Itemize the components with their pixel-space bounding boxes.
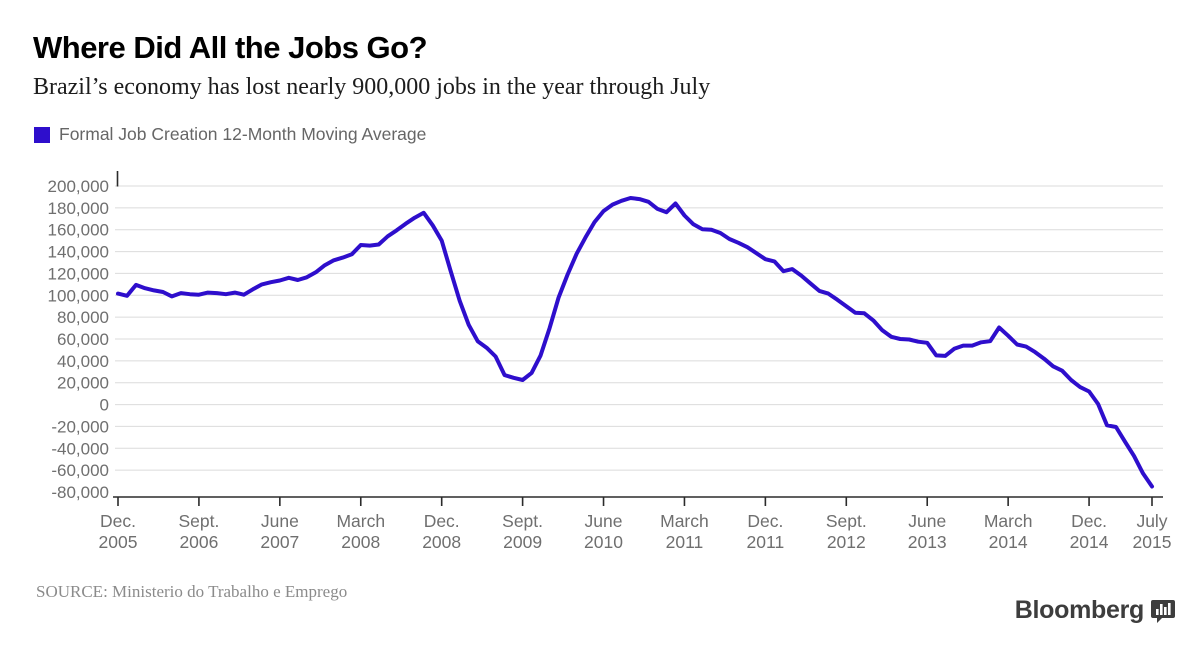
x-axis-tick-label-year: 2014 xyxy=(989,532,1028,552)
x-axis-tick-label: June xyxy=(908,511,946,531)
x-axis-tick-label-year: 2013 xyxy=(908,532,947,552)
x-axis-tick-label: March xyxy=(336,511,385,531)
x-axis-tick-label: Dec. xyxy=(100,511,136,531)
y-axis-tick-label: 200,000 xyxy=(48,177,109,196)
x-axis-tick-label: July xyxy=(1136,511,1167,531)
y-axis-tick-label: 60,000 xyxy=(57,330,109,349)
y-axis-tick-label: 20,000 xyxy=(57,374,109,393)
y-axis-tick-label: -60,000 xyxy=(51,461,109,480)
bloomberg-logo-text: Bloomberg xyxy=(1014,596,1145,624)
x-axis-tick-label-year: 2015 xyxy=(1133,532,1172,552)
x-axis-tick-label-year: 2008 xyxy=(422,532,461,552)
x-axis-tick-label: Sept. xyxy=(826,511,867,531)
page-subtitle: Brazil’s economy has lost nearly 900,000… xyxy=(33,74,711,100)
x-axis-tick-label: June xyxy=(585,511,623,531)
bloomberg-logo: Bloomberg xyxy=(1015,596,1176,625)
x-axis-tick-label-year: 2012 xyxy=(827,532,866,552)
y-axis-tick-label: -40,000 xyxy=(51,439,109,458)
x-axis-tick-label-year: 2014 xyxy=(1070,532,1109,552)
x-axis-tick-label: March xyxy=(660,511,709,531)
legend: Formal Job Creation 12-Month Moving Aver… xyxy=(34,124,426,145)
y-axis-tick-label: 160,000 xyxy=(48,221,109,240)
x-axis-tick-label: Sept. xyxy=(178,511,219,531)
x-axis-tick-label-year: 2007 xyxy=(260,532,299,552)
y-axis-tick-label: 140,000 xyxy=(48,243,109,262)
y-axis-tick-label: 120,000 xyxy=(48,264,109,283)
legend-swatch-icon xyxy=(34,126,50,143)
source-text: SOURCE: Ministerio do Trabalho e Emprego xyxy=(36,582,348,601)
y-axis-tick-label: 100,000 xyxy=(48,286,109,305)
x-axis-tick-label: March xyxy=(984,511,1033,531)
y-axis-tick-label: 80,000 xyxy=(57,308,109,327)
y-axis-tick-label: 0 xyxy=(100,396,109,415)
x-axis-tick-label-year: 2005 xyxy=(99,532,138,552)
x-axis-tick-label-year: 2011 xyxy=(666,532,704,552)
x-axis-tick-label: June xyxy=(261,511,299,531)
legend-label: Formal Job Creation 12-Month Moving Aver… xyxy=(59,124,427,144)
x-axis-tick-label-year: 2010 xyxy=(584,532,623,552)
y-axis-tick-label: -80,000 xyxy=(51,483,109,502)
x-axis-tick-label: Dec. xyxy=(1071,511,1107,531)
y-axis-tick-label: 180,000 xyxy=(48,199,109,218)
x-axis-tick-label-year: 2009 xyxy=(503,532,542,552)
y-axis-tick-label: -20,000 xyxy=(51,417,109,436)
x-axis-tick-label: Sept. xyxy=(502,511,543,531)
y-axis-tick-label: 40,000 xyxy=(57,352,109,371)
bloomberg-logo-icon xyxy=(1151,599,1175,623)
x-axis-tick-label-year: 2006 xyxy=(179,532,218,552)
x-axis-tick-label: Dec. xyxy=(424,511,460,531)
series-line-formal-job-creation xyxy=(116,196,1154,489)
x-axis-tick-label-year: 2008 xyxy=(341,532,380,552)
x-axis-tick-label-year: 2011 xyxy=(747,532,785,552)
x-axis-tick-label: Dec. xyxy=(747,511,783,531)
page-title: Where Did All the Jobs Go? xyxy=(33,30,428,65)
